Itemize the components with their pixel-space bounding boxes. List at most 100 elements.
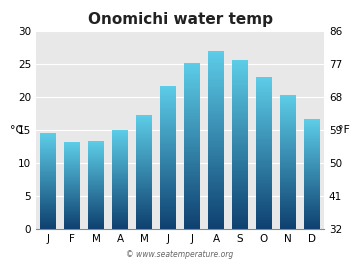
Bar [184, 87, 201, 88]
Bar [303, 211, 320, 212]
Bar [303, 184, 320, 185]
Bar [87, 142, 104, 143]
Bar [256, 209, 273, 210]
Bar [256, 96, 273, 97]
Bar [40, 147, 57, 148]
Bar [136, 174, 152, 175]
Bar [231, 224, 248, 225]
Bar [112, 166, 129, 167]
Bar [40, 167, 57, 168]
Bar [159, 204, 176, 205]
Bar [87, 179, 104, 180]
Bar [136, 133, 152, 134]
Bar [136, 136, 152, 137]
Bar [40, 154, 57, 155]
Bar [87, 218, 104, 219]
Bar [184, 73, 201, 74]
Bar [231, 217, 248, 218]
Bar [256, 108, 273, 109]
Bar [231, 137, 248, 138]
Bar [159, 194, 176, 195]
Bar [40, 206, 57, 207]
Bar [208, 212, 224, 213]
Bar [87, 213, 104, 214]
Bar [136, 192, 152, 193]
Bar [112, 215, 129, 216]
Bar [208, 227, 224, 228]
Bar [208, 161, 224, 162]
Bar [87, 176, 104, 177]
Bar [280, 154, 296, 155]
Bar [112, 141, 129, 142]
Bar [280, 210, 296, 211]
Bar [231, 141, 248, 142]
Bar [159, 136, 176, 137]
Bar [184, 117, 201, 118]
Bar [208, 88, 224, 89]
Bar [256, 101, 273, 102]
Bar [256, 157, 273, 158]
Bar [136, 223, 152, 224]
Bar [112, 181, 129, 182]
Bar [256, 167, 273, 168]
Bar [184, 183, 201, 184]
Bar [64, 195, 80, 196]
Bar [136, 129, 152, 130]
Bar [184, 203, 201, 204]
Bar [159, 89, 176, 90]
Bar [280, 223, 296, 224]
Bar [208, 121, 224, 122]
Bar [136, 131, 152, 132]
Bar [40, 199, 57, 200]
Bar [40, 207, 57, 208]
Bar [280, 189, 296, 190]
Bar [231, 94, 248, 95]
Bar [231, 143, 248, 144]
Bar [208, 97, 224, 98]
Bar [303, 130, 320, 131]
Bar [112, 142, 129, 143]
Bar [256, 154, 273, 155]
Bar [184, 144, 201, 145]
Bar [303, 151, 320, 152]
Bar [280, 148, 296, 149]
Bar [208, 148, 224, 149]
Bar [208, 76, 224, 77]
Bar [303, 173, 320, 174]
Bar [256, 228, 273, 229]
Bar [231, 159, 248, 160]
Bar [112, 208, 129, 209]
Bar [231, 185, 248, 186]
Bar [184, 175, 201, 176]
Bar [136, 159, 152, 160]
Bar [256, 218, 273, 219]
Bar [40, 214, 57, 215]
Bar [256, 166, 273, 167]
Bar [136, 198, 152, 199]
Bar [256, 143, 273, 144]
Bar [159, 129, 176, 130]
Bar [256, 216, 273, 217]
Bar [184, 69, 201, 70]
Bar [303, 121, 320, 122]
Bar [280, 146, 296, 147]
Bar [303, 209, 320, 210]
Bar [208, 207, 224, 208]
Bar [256, 142, 273, 143]
Bar [184, 125, 201, 126]
Bar [280, 218, 296, 219]
Bar [256, 84, 273, 85]
Bar [208, 53, 224, 54]
Bar [64, 187, 80, 188]
Bar [159, 177, 176, 178]
Bar [87, 194, 104, 195]
Bar [208, 96, 224, 97]
Bar [64, 157, 80, 158]
Bar [280, 122, 296, 123]
Bar [256, 130, 273, 131]
Bar [280, 164, 296, 165]
Bar [231, 111, 248, 112]
Bar [280, 228, 296, 229]
Bar [112, 146, 129, 147]
Bar [159, 136, 176, 137]
